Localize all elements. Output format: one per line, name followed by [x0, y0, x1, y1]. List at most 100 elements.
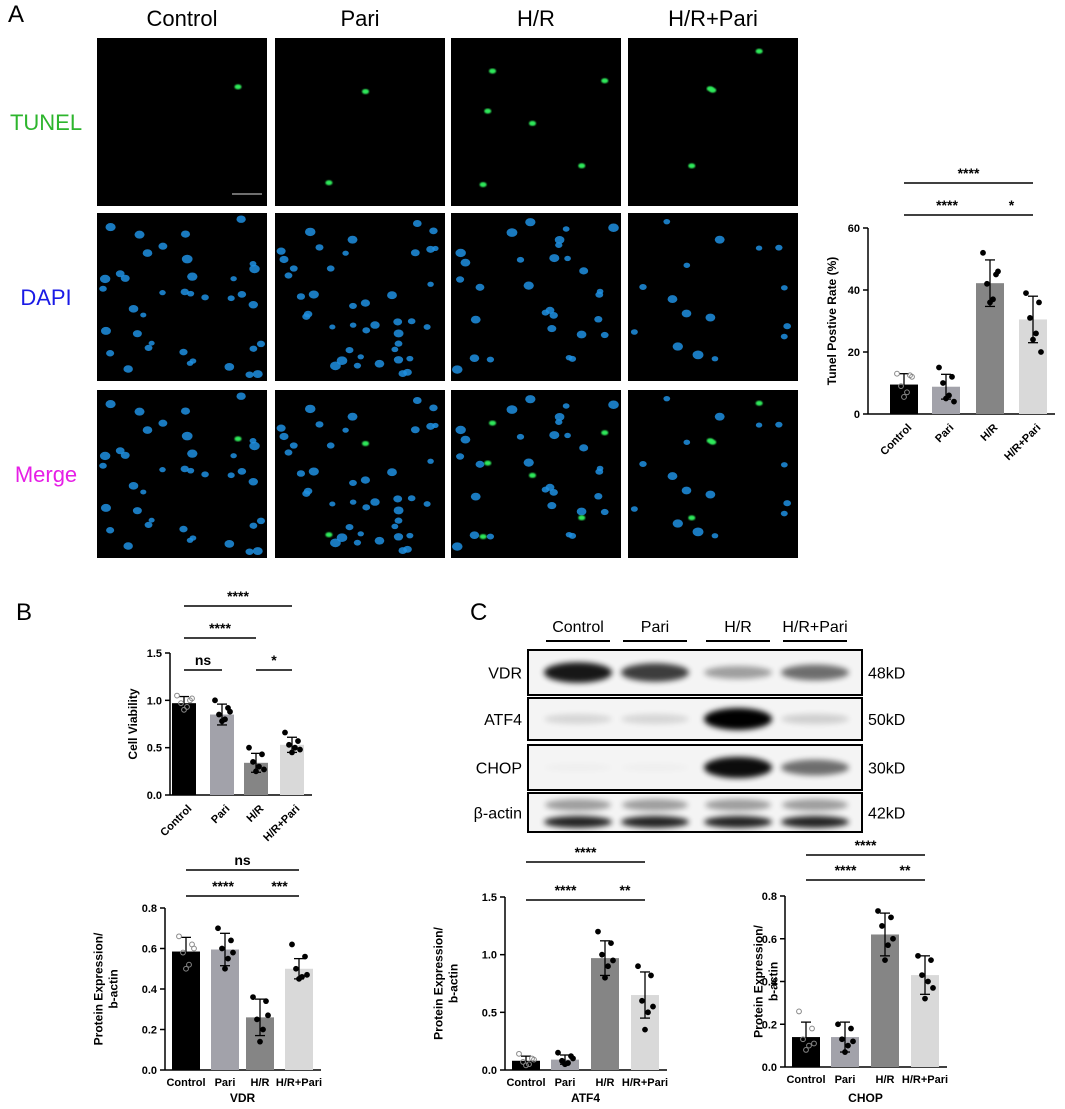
y-tick-label: 1.5: [147, 648, 162, 660]
nucleus: [189, 535, 197, 541]
nucleus: [245, 371, 254, 378]
nucleus: [179, 525, 188, 533]
data-point: [523, 1062, 529, 1069]
nucleus: [315, 421, 324, 428]
nucleus: [393, 329, 404, 338]
nucleus: [249, 261, 257, 267]
y-tick-label: 1.0: [482, 950, 497, 962]
nucleus: [347, 235, 358, 244]
x-tick-label: H/R+Pari: [261, 803, 302, 844]
data-point: [295, 738, 301, 744]
data-point: [176, 933, 182, 940]
nucleus: [158, 419, 168, 427]
nucleus: [330, 538, 341, 548]
error-bar: [521, 1055, 531, 1067]
data-point: [943, 395, 949, 402]
western-blot: Control Pari H/R H/R+Pari VDR 48kD ATF4 50kD CHO…: [474, 619, 905, 833]
x-axis-label: CHOP: [848, 1091, 883, 1105]
nucleus: [179, 348, 188, 356]
bar: [285, 968, 313, 1070]
nucleus: [432, 245, 439, 252]
nucleus: [236, 392, 246, 400]
data-point: [531, 1056, 537, 1063]
nucleus: [783, 323, 791, 330]
nucleus: [289, 265, 298, 272]
nucleus: [780, 285, 788, 291]
band: [621, 714, 689, 724]
band: [621, 763, 689, 771]
tunel-spot: [755, 400, 763, 406]
nucleus: [248, 301, 258, 309]
tunel-spot: [709, 87, 717, 93]
band: [621, 816, 689, 828]
tunel-spot: [484, 108, 492, 114]
x-tick-label: Control: [158, 803, 194, 839]
nucleus: [315, 244, 324, 251]
nucleus: [158, 242, 168, 250]
nucleus: [296, 470, 306, 477]
nucleus: [236, 215, 246, 223]
data-point: [265, 1012, 271, 1019]
data-point: [225, 955, 231, 962]
nucleus: [549, 489, 558, 496]
nucleus: [705, 313, 716, 322]
blot-size: 30kD: [868, 761, 905, 778]
tunel-spot: [578, 163, 586, 169]
data-point: [246, 744, 252, 751]
nucleus: [423, 324, 431, 330]
nucleus: [398, 547, 408, 554]
nucleus: [100, 326, 111, 335]
error-bar: [985, 259, 995, 308]
nucleus: [427, 458, 434, 464]
nucleus: [187, 290, 195, 297]
bar: [172, 703, 196, 795]
nucleus: [370, 498, 380, 506]
data-point: [1036, 299, 1042, 306]
bar: [172, 951, 200, 1070]
nucleus: [755, 422, 763, 428]
nucleus: [594, 493, 603, 500]
x-tick-label: H/R: [251, 1077, 270, 1089]
nucleus: [99, 462, 107, 469]
bar-chart: 0.0 0.5 1.0 1.5 Cell Viability Control Pari H/R…: [126, 588, 312, 844]
nucleus: [755, 245, 763, 251]
nucleus: [302, 490, 311, 497]
column-header: Pari: [340, 6, 379, 31]
nucleus: [564, 255, 571, 262]
data-point: [282, 729, 288, 736]
blot-size: 50kD: [868, 712, 905, 729]
data-point: [875, 908, 881, 914]
nucleus: [564, 432, 571, 439]
nucleus: [775, 421, 783, 428]
panel-label: B: [16, 599, 32, 626]
nucleus: [549, 431, 560, 440]
data-point: [922, 995, 928, 1002]
nucleus: [639, 461, 647, 467]
data-point: [809, 1025, 815, 1032]
nucleus: [144, 521, 153, 529]
nucleus: [302, 313, 311, 320]
nucleus: [362, 327, 371, 334]
x-axis-label: VDR: [230, 1091, 256, 1105]
nucleus: [475, 460, 485, 468]
nucleus: [460, 258, 471, 267]
nucleus: [410, 249, 420, 257]
nucleus: [554, 413, 565, 421]
nucleus: [227, 295, 235, 302]
nucleus: [140, 312, 147, 318]
band: [704, 708, 772, 730]
data-point: [850, 1038, 856, 1045]
data-point: [250, 758, 256, 765]
data-point: [297, 746, 303, 753]
data-point: [811, 1040, 817, 1047]
data-point: [219, 718, 225, 725]
tunel-spot: [709, 439, 717, 445]
significance-label: ****: [227, 588, 249, 604]
y-axis-label: Tunel Postive Rate (%): [825, 257, 839, 385]
data-point: [293, 965, 299, 972]
nucleus: [248, 478, 258, 486]
nucleus: [304, 227, 316, 237]
band: [545, 799, 611, 811]
data-point: [894, 370, 900, 377]
nucleus: [412, 397, 422, 404]
